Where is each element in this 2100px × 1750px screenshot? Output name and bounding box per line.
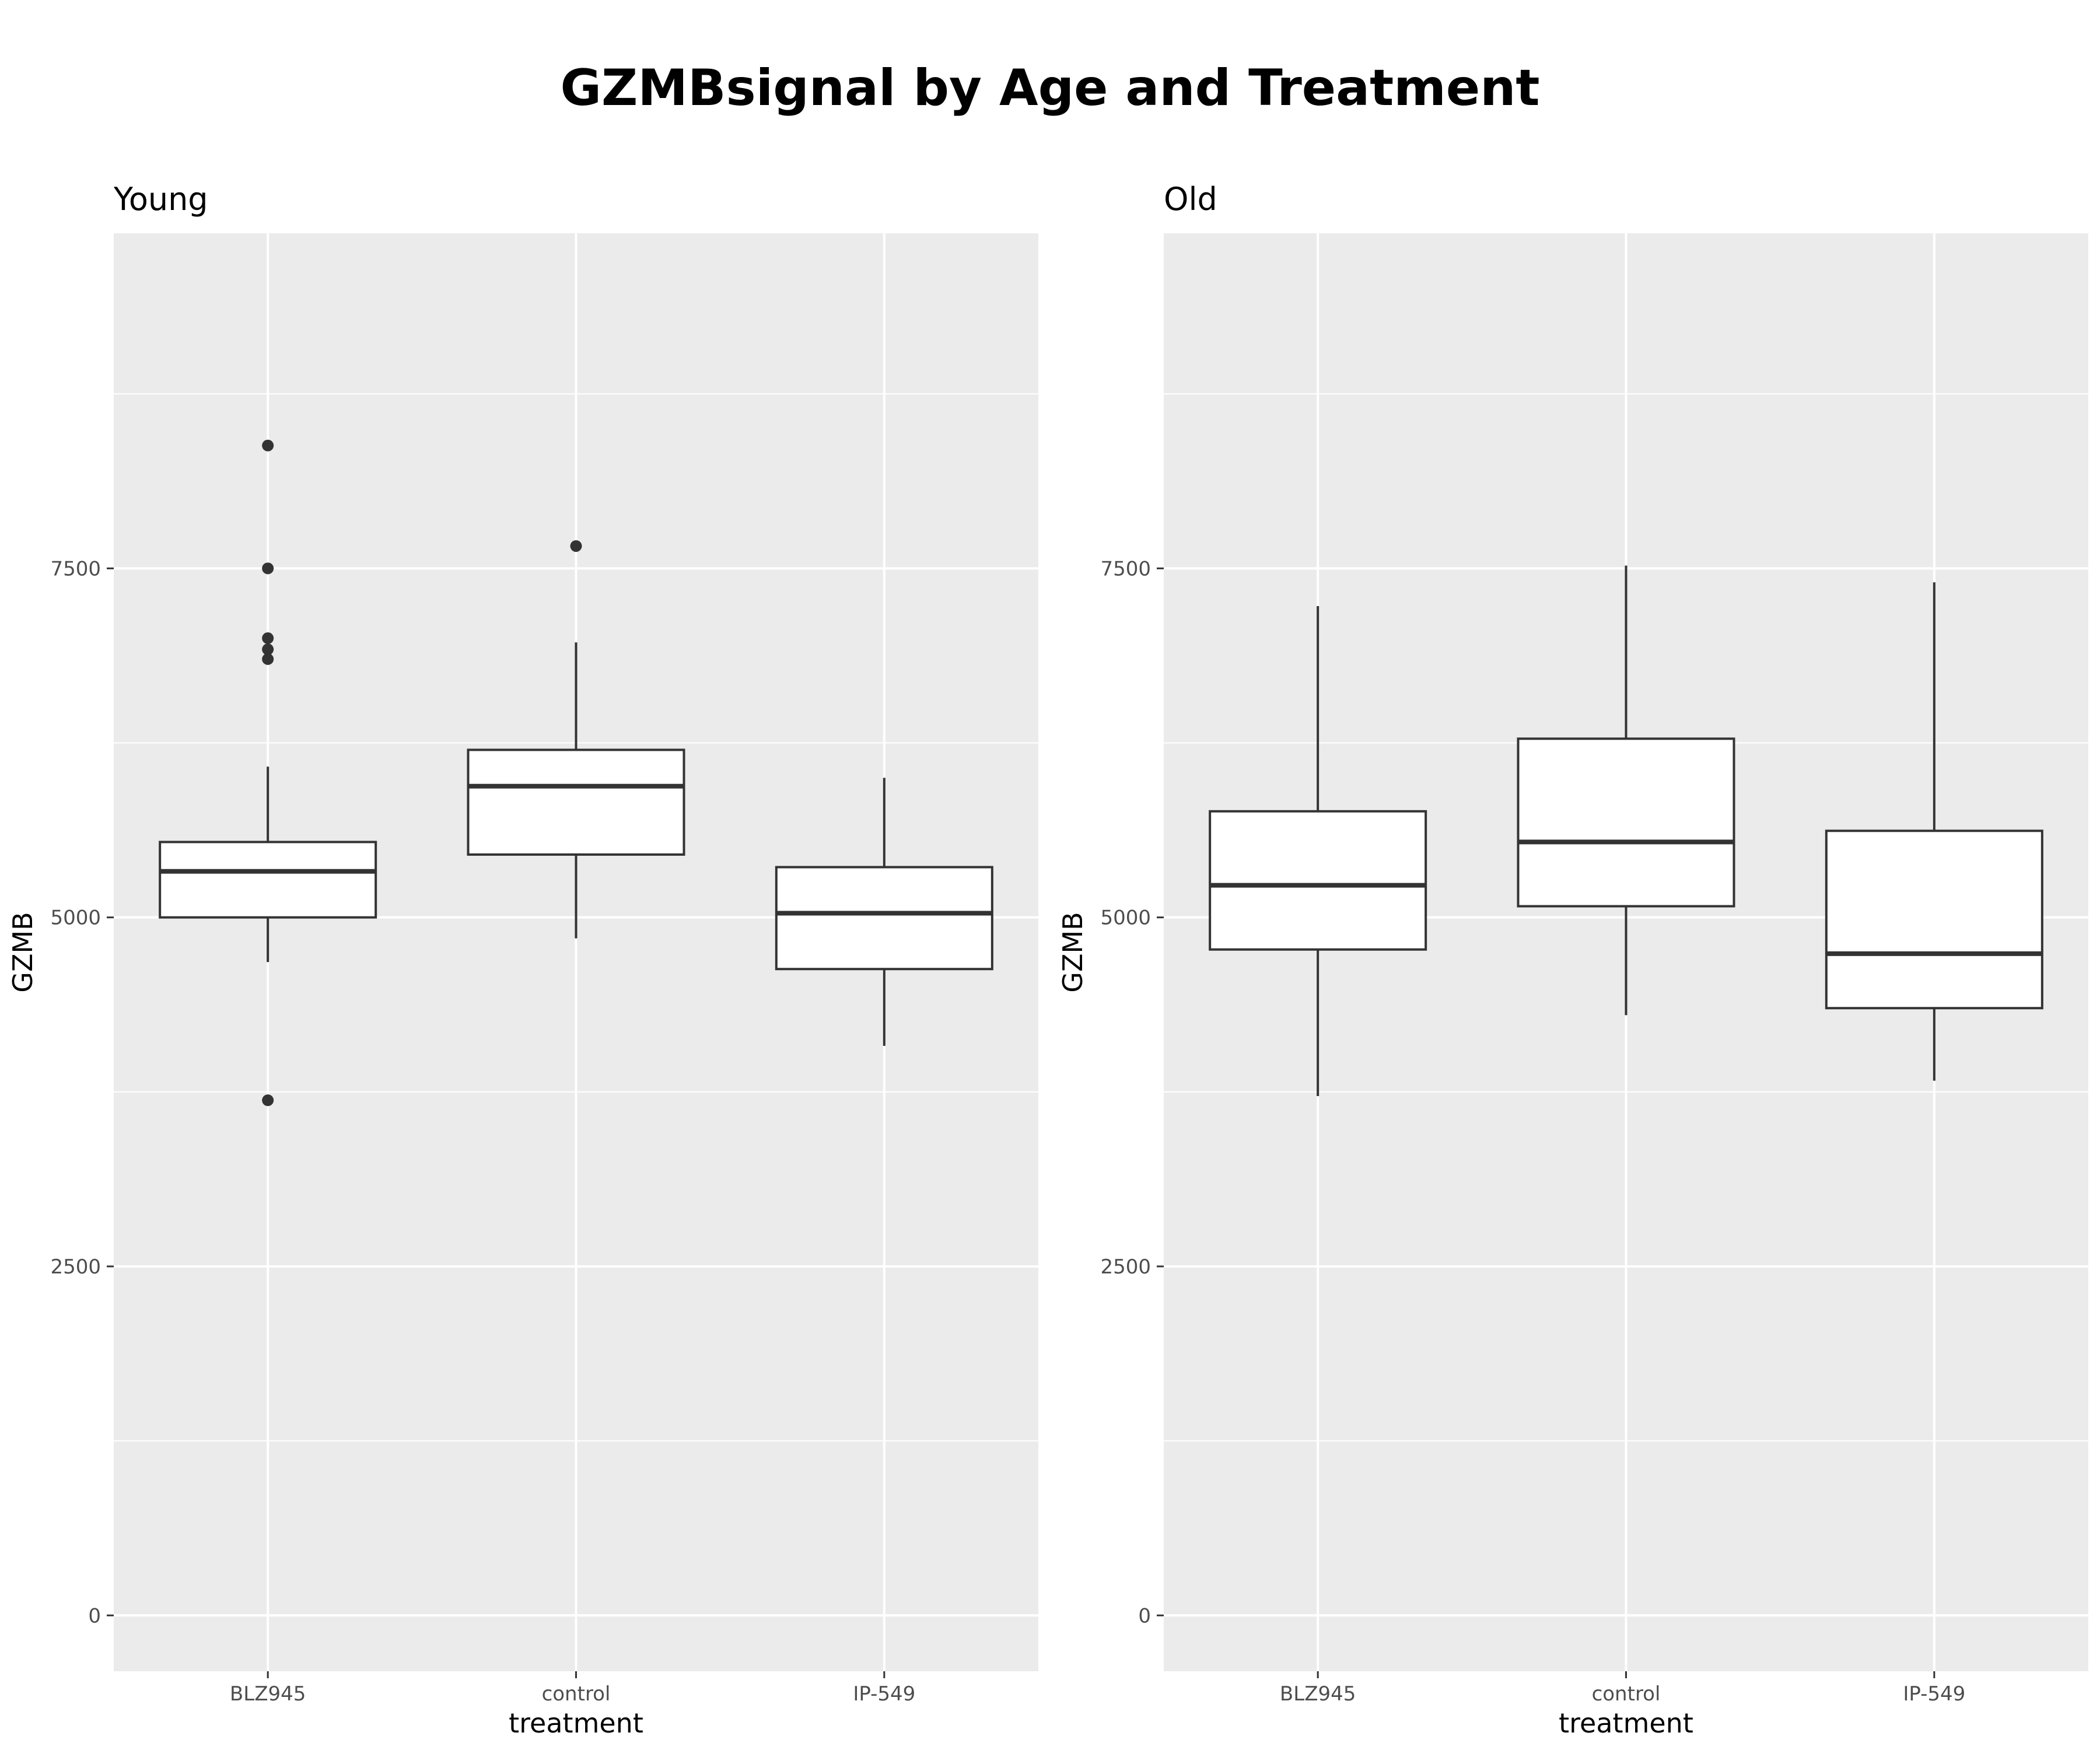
box-control	[1517, 565, 1735, 1016]
box-iqr	[1825, 830, 2043, 1010]
outlier-point	[262, 643, 274, 656]
y-tick-label: 2500	[1100, 1255, 1151, 1279]
y-tick-label: 7500	[1100, 557, 1151, 580]
box-blz945	[1209, 606, 1427, 1096]
facet-panel-young: Young 0 2500 5000 7500 BLZ945 control IP-549 tre…	[7, 181, 1038, 1739]
y-tick-label: 0	[88, 1604, 101, 1628]
x-axis-title: treatment	[1559, 1707, 1693, 1739]
box-iqr	[1517, 737, 1735, 908]
box-iqr	[1209, 810, 1427, 951]
box-ip-549	[775, 778, 993, 1046]
y-tick-label: 5000	[50, 907, 101, 930]
y-tick-label: 0	[1138, 1604, 1151, 1628]
box-iqr	[467, 748, 685, 856]
facet-panels: Young 0 2500 5000 7500 BLZ945 control IP-549 tre…	[7, 181, 2088, 1739]
outlier-point	[262, 439, 274, 452]
x-axis-title: treatment	[509, 1707, 643, 1739]
facet-panel-old: Old 0 2500 5000 7500 BLZ945 control IP-549 treat…	[1057, 181, 2088, 1739]
box-ip-549	[1825, 582, 2043, 1081]
y-tick-label: 2500	[50, 1255, 101, 1279]
box-iqr	[775, 866, 993, 971]
x-tick-label: IP-549	[853, 1682, 915, 1706]
box-control	[467, 540, 685, 939]
chart-title: GZMBsignal by Age and Treatment	[560, 59, 1539, 117]
x-tick-label: BLZ945	[230, 1682, 306, 1706]
box-blz945	[159, 439, 377, 1107]
x-tick-label: IP-549	[1903, 1682, 1965, 1706]
y-axis-title: GZMB	[1057, 912, 1088, 992]
facet-label-young: Young	[113, 181, 208, 218]
y-tick-label: 5000	[1100, 907, 1151, 930]
y-axis-title: GZMB	[7, 912, 38, 992]
outlier-point	[262, 653, 274, 665]
x-tick-label: BLZ945	[1280, 1682, 1356, 1706]
box-iqr	[159, 841, 377, 919]
x-tick-label: control	[542, 1682, 611, 1706]
outlier-point	[262, 562, 274, 575]
facet-label-old: Old	[1164, 181, 1217, 218]
y-tick-label: 7500	[50, 557, 101, 580]
outlier-point	[570, 540, 582, 552]
outlier-point	[262, 632, 274, 645]
outlier-point	[262, 1094, 274, 1107]
x-tick-label: control	[1592, 1682, 1661, 1706]
